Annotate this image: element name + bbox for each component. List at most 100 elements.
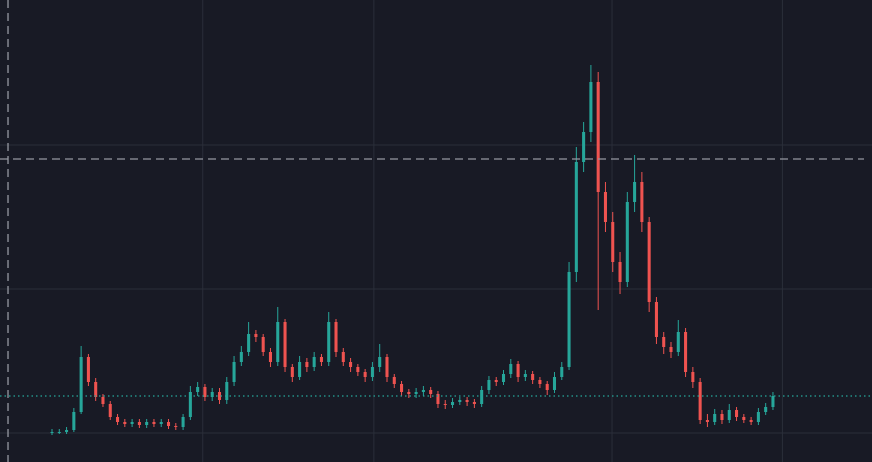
candle-body: [538, 380, 542, 384]
candle-body: [516, 364, 520, 377]
candle-body: [79, 357, 83, 412]
candle-body: [276, 322, 280, 362]
candle-body: [181, 417, 185, 427]
candle-body: [86, 357, 90, 382]
candle-body: [137, 422, 141, 425]
candle-body: [188, 392, 192, 417]
candle-body: [443, 404, 447, 405]
candle-body: [247, 334, 251, 352]
candle-body: [480, 390, 484, 404]
candle-body: [101, 397, 105, 404]
candle-body: [94, 382, 98, 397]
candle-body: [618, 262, 622, 282]
candle-body: [312, 357, 316, 367]
candle-body: [698, 382, 702, 420]
candle-body: [501, 374, 506, 382]
candle-body: [589, 82, 593, 132]
candle-body: [392, 377, 396, 384]
candle-body: [451, 402, 455, 405]
candle-body: [472, 402, 476, 404]
candle-body: [531, 374, 535, 380]
candle-body: [261, 337, 265, 352]
candle-body: [574, 162, 578, 272]
candle-body: [116, 417, 120, 422]
candle-body: [334, 322, 338, 352]
candle-body: [756, 412, 760, 422]
candle-body: [465, 400, 469, 402]
candle-body: [596, 82, 600, 192]
candle-body: [254, 334, 258, 337]
candle-body: [65, 430, 69, 432]
candle-body: [429, 390, 433, 394]
candle-body: [349, 362, 353, 367]
candle-body: [742, 417, 746, 420]
candle-body: [421, 390, 425, 392]
candle-body: [225, 382, 229, 400]
candle-body: [705, 420, 709, 422]
candle-body: [370, 367, 374, 377]
candle-body: [174, 426, 178, 427]
candle-body: [436, 394, 440, 404]
candle-body: [582, 132, 586, 162]
candle-body: [159, 422, 163, 424]
candle-body: [283, 322, 287, 367]
candle-body: [319, 357, 323, 362]
candle-body: [72, 412, 76, 430]
candle-body: [305, 362, 309, 367]
candle-body: [378, 357, 382, 367]
candle-body: [203, 387, 207, 397]
candle-body: [217, 392, 222, 400]
candle-body: [196, 387, 200, 392]
candle-body: [684, 332, 688, 372]
candle-body: [567, 272, 571, 367]
candle-body: [414, 392, 418, 394]
candle-body: [327, 322, 331, 362]
candle-body: [720, 414, 724, 420]
candle-body: [611, 222, 615, 262]
candle-body: [356, 367, 360, 372]
candle-body: [552, 377, 557, 390]
candle-body: [268, 352, 272, 362]
candle-body: [640, 182, 644, 222]
candle-body: [232, 362, 236, 382]
candle-body: [145, 422, 149, 425]
candle-body: [654, 302, 658, 337]
candle-body: [152, 422, 156, 424]
candle-body: [239, 352, 243, 362]
candle-body: [509, 364, 513, 374]
candle-body: [50, 432, 54, 433]
candle-body: [57, 432, 61, 433]
candle-body: [662, 337, 666, 347]
candle-body: [166, 422, 171, 426]
candle-body: [210, 392, 214, 397]
candle-body: [108, 404, 112, 417]
candle-body: [691, 372, 695, 382]
candle-body: [727, 410, 731, 420]
candle-body: [494, 380, 498, 382]
candle-body: [487, 380, 491, 390]
candle-body: [400, 384, 404, 392]
candle-body: [458, 400, 462, 402]
candle-body: [407, 392, 411, 394]
candle-body: [298, 362, 302, 377]
candle-body: [560, 367, 564, 377]
candle-body: [735, 410, 739, 417]
candle-body: [633, 182, 637, 202]
candle-body: [603, 192, 607, 222]
candle-body: [545, 384, 549, 390]
candle-body: [385, 357, 389, 377]
candle-body: [130, 422, 134, 424]
candle-body: [123, 422, 127, 424]
candle-body: [676, 332, 680, 352]
candle-body: [341, 352, 345, 362]
candle-body: [625, 202, 629, 282]
candle-body: [363, 372, 367, 377]
candle-body: [771, 396, 775, 407]
candle-body: [764, 407, 768, 412]
candle-body: [647, 222, 651, 302]
candle-body: [669, 347, 673, 352]
candle-body: [523, 374, 527, 377]
